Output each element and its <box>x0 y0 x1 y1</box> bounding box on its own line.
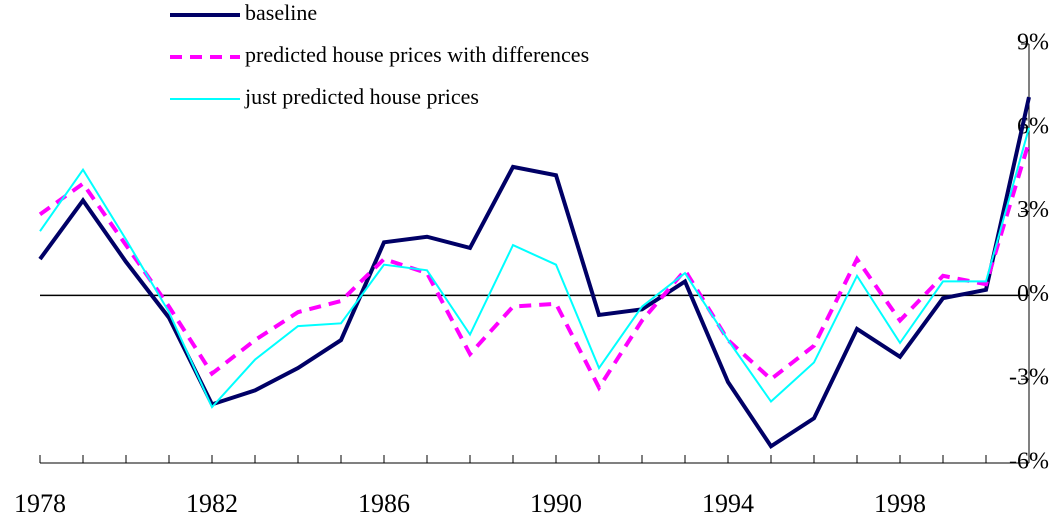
y-tick-label: 3% <box>1017 197 1049 223</box>
x-tick-label: 1986 <box>358 489 410 518</box>
y-tick-label: -6% <box>1009 449 1049 475</box>
legend-label: just predicted house prices <box>244 84 479 109</box>
series-line <box>38 141 1031 392</box>
series-line <box>39 127 1030 409</box>
legend-label: baseline <box>245 0 317 25</box>
x-tick-label: 1982 <box>186 489 238 518</box>
y-tick-label: 9% <box>1017 30 1049 56</box>
x-tick-label: 1978 <box>14 489 66 518</box>
y-tick-label: 0% <box>1017 281 1049 307</box>
legend-label: predicted house prices with differences <box>245 42 589 67</box>
x-tick-label: 1994 <box>702 489 754 518</box>
y-tick-label: -3% <box>1009 365 1049 391</box>
x-tick-label: 1990 <box>530 489 582 518</box>
series-line <box>38 96 1031 449</box>
x-tick-label: 1998 <box>874 489 926 518</box>
